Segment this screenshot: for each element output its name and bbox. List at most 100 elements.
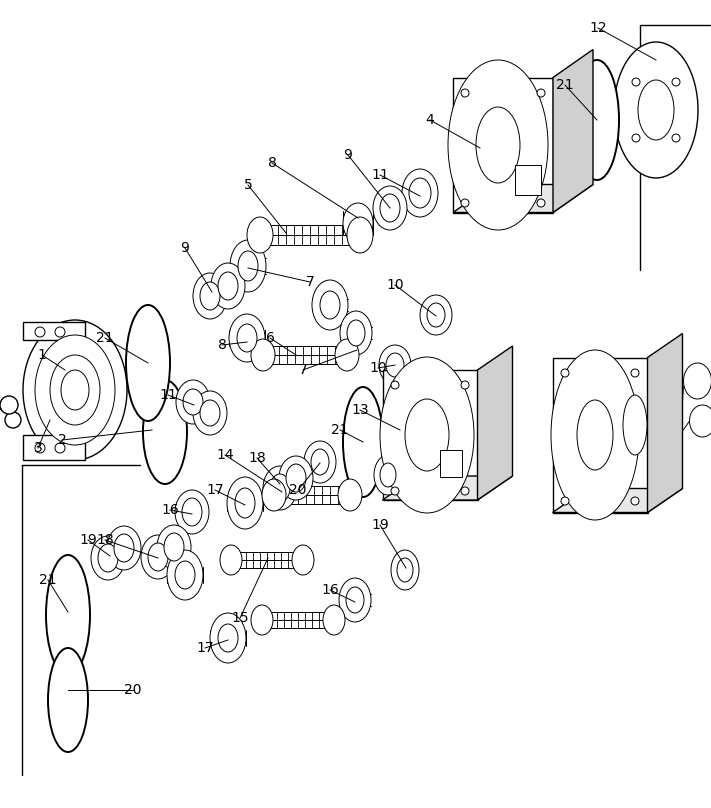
Ellipse shape (107, 526, 141, 570)
Text: 18: 18 (248, 451, 266, 465)
Polygon shape (478, 346, 513, 500)
Ellipse shape (164, 533, 184, 561)
Ellipse shape (346, 587, 364, 613)
Ellipse shape (461, 487, 469, 495)
Text: 9: 9 (181, 241, 189, 255)
Polygon shape (552, 489, 683, 512)
Ellipse shape (402, 169, 438, 217)
Text: 19: 19 (371, 518, 389, 532)
Ellipse shape (175, 561, 195, 589)
Ellipse shape (391, 550, 419, 590)
Ellipse shape (343, 387, 383, 497)
Ellipse shape (304, 441, 336, 483)
Ellipse shape (176, 380, 210, 424)
Ellipse shape (631, 497, 639, 505)
Text: 5: 5 (244, 178, 252, 192)
Ellipse shape (55, 443, 65, 453)
Ellipse shape (200, 400, 220, 426)
Text: 21: 21 (331, 423, 349, 437)
Ellipse shape (5, 412, 21, 428)
Text: 3: 3 (33, 441, 43, 455)
Polygon shape (453, 184, 593, 213)
Ellipse shape (220, 545, 242, 575)
Ellipse shape (386, 353, 404, 377)
Ellipse shape (48, 648, 88, 752)
Ellipse shape (91, 536, 125, 580)
Ellipse shape (320, 291, 340, 319)
Ellipse shape (373, 186, 407, 230)
Ellipse shape (323, 605, 345, 635)
Ellipse shape (55, 327, 65, 337)
Polygon shape (648, 334, 683, 512)
Ellipse shape (551, 350, 639, 520)
Ellipse shape (143, 380, 187, 484)
Text: 17: 17 (206, 483, 224, 497)
Ellipse shape (286, 464, 306, 492)
Ellipse shape (251, 605, 273, 635)
Ellipse shape (0, 396, 18, 414)
Text: 8: 8 (267, 156, 277, 170)
Polygon shape (453, 78, 553, 213)
Ellipse shape (263, 466, 297, 510)
Ellipse shape (379, 345, 411, 385)
Ellipse shape (448, 60, 548, 230)
Text: 17: 17 (196, 641, 214, 655)
Ellipse shape (182, 498, 202, 526)
Ellipse shape (335, 339, 359, 371)
Ellipse shape (683, 363, 711, 399)
Text: 14: 14 (216, 448, 234, 462)
Ellipse shape (292, 545, 314, 575)
Ellipse shape (631, 369, 639, 377)
Ellipse shape (339, 578, 371, 622)
Ellipse shape (237, 324, 257, 352)
Ellipse shape (218, 624, 238, 652)
Ellipse shape (157, 525, 191, 569)
Ellipse shape (461, 199, 469, 207)
Ellipse shape (343, 203, 373, 243)
Ellipse shape (391, 381, 399, 389)
Ellipse shape (632, 134, 640, 142)
Text: 10: 10 (386, 278, 404, 292)
Ellipse shape (211, 263, 245, 309)
Ellipse shape (380, 463, 396, 487)
Text: 13: 13 (351, 403, 369, 417)
Ellipse shape (247, 217, 273, 253)
Text: 21: 21 (96, 331, 114, 345)
Text: 21: 21 (556, 78, 574, 92)
Ellipse shape (340, 311, 372, 355)
Ellipse shape (251, 339, 275, 371)
Ellipse shape (35, 327, 45, 337)
Ellipse shape (23, 320, 127, 460)
Ellipse shape (311, 449, 329, 475)
Text: 16: 16 (321, 583, 339, 597)
Text: 19: 19 (79, 533, 97, 547)
Ellipse shape (347, 320, 365, 346)
Ellipse shape (427, 303, 445, 327)
Ellipse shape (632, 78, 640, 86)
Text: 7: 7 (306, 275, 314, 289)
Ellipse shape (35, 443, 45, 453)
Polygon shape (553, 49, 593, 213)
Text: 1: 1 (38, 348, 46, 362)
Text: 16: 16 (161, 503, 179, 517)
Text: 4: 4 (426, 113, 434, 127)
Ellipse shape (270, 474, 290, 502)
Ellipse shape (229, 314, 265, 362)
Ellipse shape (183, 389, 203, 415)
Ellipse shape (561, 369, 569, 377)
Ellipse shape (420, 295, 452, 335)
Text: 2: 2 (58, 433, 66, 447)
Ellipse shape (623, 395, 647, 455)
Ellipse shape (114, 534, 134, 562)
Ellipse shape (230, 240, 266, 292)
Text: 20: 20 (289, 483, 306, 497)
Ellipse shape (193, 391, 227, 435)
Ellipse shape (397, 558, 413, 582)
Ellipse shape (141, 535, 175, 579)
Ellipse shape (218, 272, 238, 300)
Ellipse shape (338, 479, 362, 511)
Ellipse shape (380, 357, 474, 513)
Ellipse shape (235, 488, 255, 518)
Ellipse shape (537, 199, 545, 207)
Ellipse shape (148, 543, 168, 571)
